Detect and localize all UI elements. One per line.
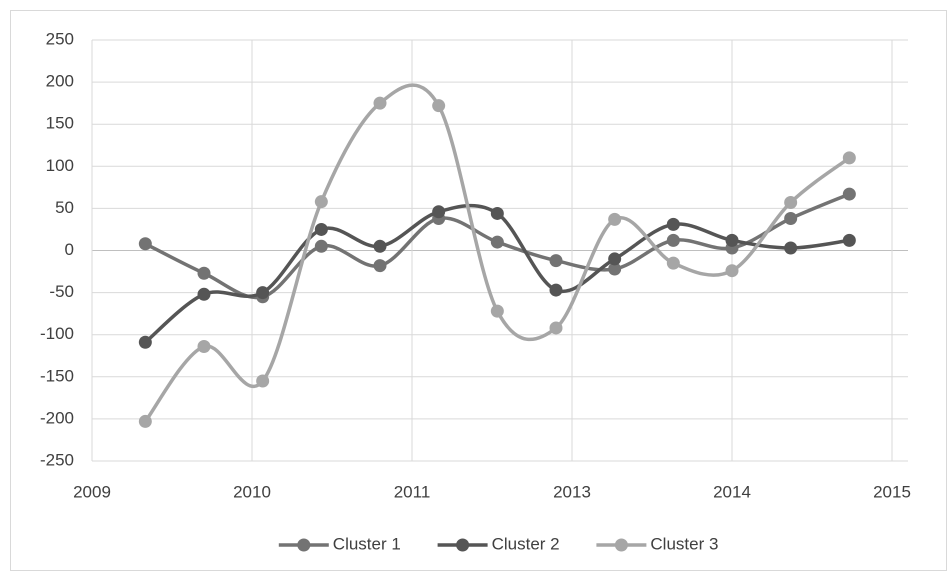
- data-point: [373, 239, 387, 253]
- data-point: [549, 254, 563, 268]
- data-point: [432, 99, 446, 113]
- data-point: [608, 262, 622, 276]
- data-point: [666, 233, 680, 247]
- y-tick-label: -250: [40, 450, 74, 469]
- y-tick-label: -150: [40, 366, 74, 385]
- data-point: [549, 321, 563, 335]
- data-point: [314, 239, 328, 253]
- legend-label: Cluster 3: [650, 534, 718, 553]
- y-tick-label: 150: [46, 114, 74, 133]
- y-tick-label: -100: [40, 324, 74, 343]
- data-point: [725, 233, 739, 247]
- data-point: [373, 96, 387, 110]
- data-point: [432, 205, 446, 219]
- data-point: [490, 304, 504, 318]
- data-point: [784, 196, 798, 210]
- x-tick-label: 2015: [873, 482, 911, 501]
- data-point: [666, 256, 680, 270]
- data-point: [666, 217, 680, 231]
- data-point: [784, 241, 798, 255]
- data-point: [138, 414, 152, 428]
- y-tick-label: 100: [46, 156, 74, 175]
- data-point: [256, 286, 270, 300]
- x-tick-label: 2010: [233, 482, 271, 501]
- y-tick-label: 50: [55, 198, 74, 217]
- data-point: [549, 283, 563, 297]
- x-tick-label: 2014: [713, 482, 751, 501]
- x-tick-label: 2013: [553, 482, 591, 501]
- data-point: [138, 335, 152, 349]
- data-point: [197, 266, 211, 280]
- data-point: [490, 235, 504, 249]
- legend-label: Cluster 1: [333, 534, 401, 553]
- legend-marker: [456, 538, 470, 552]
- data-point: [138, 237, 152, 251]
- legend-marker: [297, 538, 311, 552]
- y-tick-label: -200: [40, 408, 74, 427]
- x-tick-label: 2009: [73, 482, 111, 501]
- legend-label: Cluster 2: [492, 534, 560, 553]
- x-tick-label: 2011: [394, 482, 431, 501]
- data-point: [373, 259, 387, 273]
- y-tick-label: 200: [46, 72, 74, 91]
- data-point: [842, 151, 856, 165]
- data-point: [197, 339, 211, 353]
- data-point: [608, 252, 622, 266]
- y-tick-label: 250: [46, 29, 74, 48]
- data-point: [725, 264, 739, 278]
- y-tick-label: -50: [49, 282, 74, 301]
- data-point: [314, 222, 328, 236]
- legend-marker: [614, 538, 628, 552]
- data-point: [314, 195, 328, 209]
- data-point: [842, 233, 856, 247]
- data-point: [842, 187, 856, 201]
- y-tick-label: 0: [65, 240, 74, 259]
- data-point: [784, 212, 798, 226]
- data-point: [608, 212, 622, 226]
- chart-border: [10, 10, 947, 571]
- data-point: [256, 374, 270, 388]
- data-point: [490, 206, 504, 220]
- data-point: [197, 287, 211, 301]
